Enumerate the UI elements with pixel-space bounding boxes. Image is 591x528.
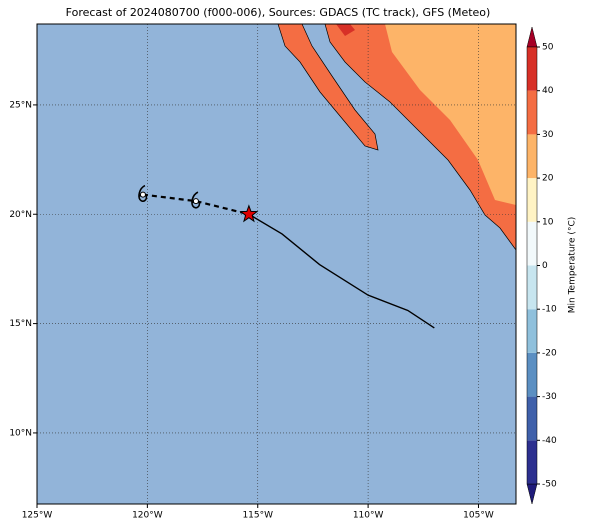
chart-title: Forecast of 2024080700 (f000-006), Sourc…	[66, 6, 491, 19]
map-frame	[36, 23, 517, 505]
current-position	[239, 204, 259, 223]
x-tick-label: 115°W	[242, 511, 273, 521]
colorbar-band	[527, 47, 537, 91]
colorbar-tick-label: -10	[542, 305, 557, 315]
track-point	[139, 191, 146, 198]
colorbar-band	[527, 352, 537, 397]
y-tick-label: 15°N	[9, 319, 32, 329]
colorbar-extend-low	[526, 483, 538, 505]
forecast-track	[248, 213, 435, 329]
colorbar-tick-label: 50	[542, 43, 554, 53]
colorbar-tick-label: -30	[542, 392, 557, 402]
colorbar-extend-high	[526, 26, 538, 48]
y-tick-label: 25°N	[9, 100, 32, 110]
colorbar-label: Min Temperature (°C)	[568, 217, 578, 314]
colorbar-tick-label: -40	[542, 436, 557, 446]
colorbar-band	[527, 265, 537, 310]
colorbar-tick-label: 10	[542, 217, 554, 227]
colorbar-tick-label: -50	[542, 480, 557, 490]
baja-california	[277, 24, 379, 151]
y-tick-label: 20°N	[9, 210, 32, 220]
colorbar-band	[527, 440, 537, 484]
colorbar-tick-label: 20	[542, 174, 554, 184]
colorbar-tick-label: 40	[542, 86, 554, 96]
colorbar-band	[527, 178, 537, 222]
track-point	[192, 198, 199, 205]
hot-area	[336, 24, 355, 36]
x-tick-label: 125°W	[22, 511, 53, 521]
x-tick-label: 105°W	[463, 511, 494, 521]
colorbar-tick-label: 30	[542, 130, 554, 140]
mainland-warm	[385, 24, 516, 205]
map	[37, 24, 516, 504]
colorbar-band	[527, 396, 537, 441]
colorbar-tick-label: -20	[542, 348, 557, 358]
colorbar-band	[527, 90, 537, 135]
colorbar-band	[527, 134, 537, 179]
colorbar-band	[527, 221, 537, 266]
colorbar-band	[527, 309, 537, 353]
y-tick-label: 10°N	[9, 428, 32, 438]
colorbar-tick-label: 0	[542, 261, 548, 271]
x-tick-label: 120°W	[132, 511, 163, 521]
x-tick-label: 110°W	[353, 511, 384, 521]
